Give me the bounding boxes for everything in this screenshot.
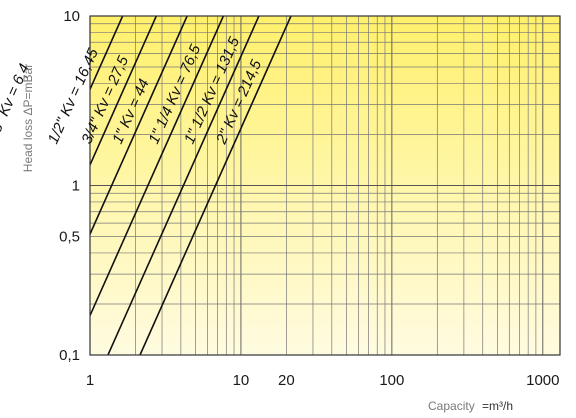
x-tick-label: 1 xyxy=(86,372,94,389)
series-line xyxy=(107,16,260,355)
series-line xyxy=(90,16,188,237)
x-axis-label-name: Capacity xyxy=(428,399,475,413)
y-tick-label: 0,5 xyxy=(59,229,80,246)
y-tick-label: 10 xyxy=(63,8,80,25)
x-axis-label: Capacity =m³/h xyxy=(428,399,513,413)
y-axis-label: Head loss ΔP=mBar xyxy=(21,64,35,172)
x-tick-label: 10 xyxy=(233,372,250,389)
y-tick-label: 0,1 xyxy=(59,347,80,364)
grid xyxy=(90,16,560,355)
series-lines xyxy=(90,16,292,355)
y-tick-label: 1 xyxy=(72,178,80,195)
series-line xyxy=(90,16,158,167)
x-tick-label: 100 xyxy=(379,372,404,389)
x-axis-unit: =m³/h xyxy=(482,399,513,413)
y-tick-labels: 0,1 0,5 1 10 xyxy=(59,8,80,364)
series-line xyxy=(90,16,225,318)
series-line xyxy=(90,16,124,92)
x-tick-label: 1000 xyxy=(526,372,559,389)
series-line xyxy=(139,16,292,355)
x-tick-label: 20 xyxy=(278,372,295,389)
x-tick-labels: 1 10 20 100 1000 xyxy=(86,372,560,389)
plot-frame xyxy=(89,15,561,356)
